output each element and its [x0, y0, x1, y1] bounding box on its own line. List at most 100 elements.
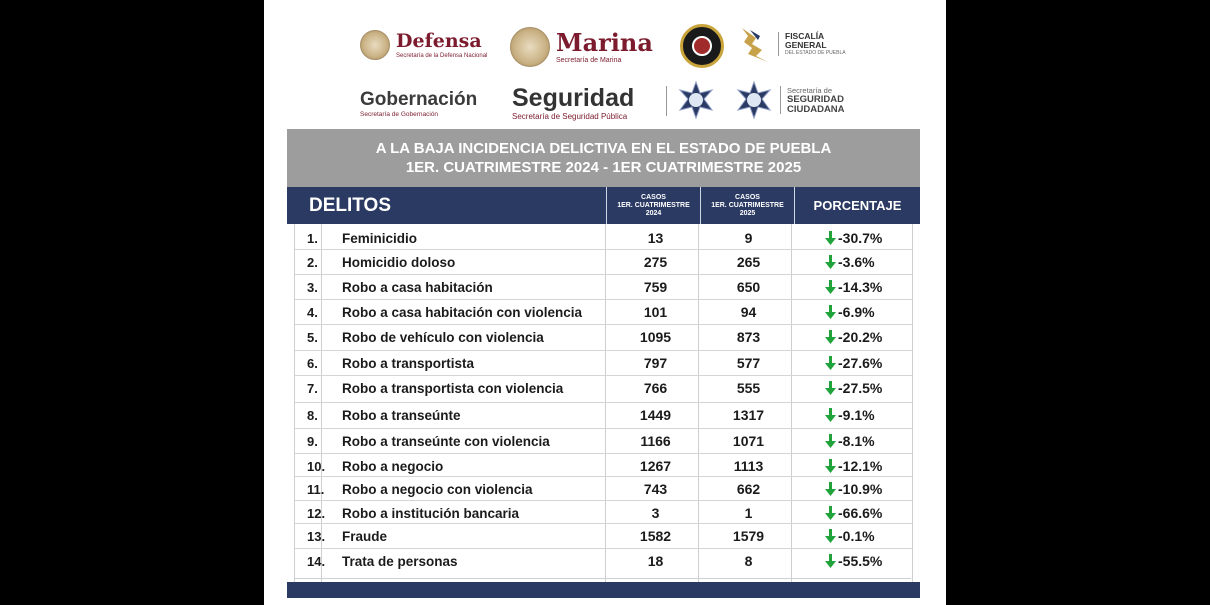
row-cases-2025: 555: [736, 380, 761, 396]
row-percentage-value: -3.6%: [838, 254, 875, 270]
row-delito: Homicidio doloso: [342, 254, 456, 270]
row-cases-2024: 1449: [639, 407, 672, 423]
row-percentage-value: -27.6%: [838, 355, 883, 371]
row-delito: Robo a transportista: [342, 355, 475, 371]
row-cases-2025: 9: [744, 230, 753, 246]
row-percentage: -9.1%: [795, 407, 912, 423]
table-row: 14. Trata de personas 18 8 -55.5%: [295, 549, 912, 573]
row-cases-2024: 1166: [640, 433, 671, 449]
row-number: 6.: [307, 355, 318, 371]
row-cases-2024: 3: [651, 505, 660, 521]
down-arrow-icon: [825, 231, 836, 245]
row-divider: [295, 249, 912, 250]
row-number: 13.: [307, 528, 326, 544]
row-delito: Trata de personas: [342, 553, 458, 569]
row-percentage: -66.6%: [795, 505, 912, 521]
row-number: 7.: [307, 380, 318, 396]
row-cases-2025: 8: [744, 553, 753, 569]
table-row: 2. Homicidio doloso 275 265 -3.6%: [295, 250, 912, 274]
header-2024: CASOS 1ER. CUATRIMESTRE 2024: [606, 187, 700, 224]
fiscalia-line3: DEL ESTADO DE PUEBLA: [785, 49, 846, 56]
table-row: 4. Robo a casa habitación con violencia 10…: [295, 300, 912, 324]
row-percentage: -0.1%: [795, 528, 912, 544]
row-cases-2024: 797: [643, 355, 668, 371]
row-delito: Robo a casa habitación: [342, 279, 493, 295]
round-emblem-icon: [680, 24, 724, 68]
table-row: 5. Robo de vehículo con violencia 1095 873 -…: [295, 325, 912, 349]
row-percentage-value: -55.5%: [838, 553, 883, 569]
row-cases-2024: 743: [643, 481, 668, 497]
row-percentage-value: -0.1%: [838, 528, 875, 544]
row-cases-2025: 1579: [732, 528, 765, 544]
police-star-icon: [736, 80, 772, 120]
row-number: 11.: [307, 481, 325, 497]
ssc-line1: Secretaría de: [787, 86, 833, 95]
row-number: 9.: [307, 433, 318, 449]
row-delito: Robo a casa habitación con violencia: [342, 304, 583, 320]
row-percentage: -10.9%: [795, 481, 912, 497]
row-cases-2024: 101: [643, 304, 668, 320]
row-cases-2024: 1267: [639, 458, 672, 474]
down-arrow-icon: [825, 356, 836, 370]
row-cases-2025: 1071: [732, 433, 765, 449]
logo-divider: [666, 86, 667, 116]
table-row: 6. Robo a transportista 797 577 -27.6%: [295, 351, 912, 375]
row-percentage: -30.7%: [795, 230, 912, 246]
down-arrow-icon: [825, 330, 836, 344]
down-arrow-icon: [825, 280, 836, 294]
row-delito: Feminicidio: [342, 230, 418, 246]
row-cases-2025: 1: [744, 505, 753, 521]
table-row: 9. Robo a transeúnte con violencia 1166 107…: [295, 429, 912, 453]
row-percentage-value: -66.6%: [838, 505, 883, 521]
table-row: 12. Robo a institución bancaria 3 1 -66.6%: [295, 501, 912, 525]
row-percentage-value: -14.3%: [838, 279, 883, 295]
row-number: 1.: [307, 230, 318, 246]
down-arrow-icon: [825, 408, 836, 422]
row-cases-2024: 1095: [639, 329, 672, 345]
row-number: 14.: [307, 553, 326, 569]
row-divider: [295, 548, 912, 549]
row-percentage-value: -30.7%: [838, 230, 883, 246]
row-cases-2024: 766: [643, 380, 668, 396]
row-delito: Robo a transeúnte: [342, 407, 461, 423]
row-number: 12.: [307, 505, 326, 521]
row-delito: Robo a institución bancaria: [342, 505, 520, 521]
row-percentage: -14.3%: [795, 279, 912, 295]
header-2025: CASOS 1ER. CUATRIMESTRE 2025: [700, 187, 794, 224]
gobernacion-name: Gobernación: [360, 89, 478, 110]
row-cases-2025: 265: [736, 254, 761, 270]
row-divider: [295, 453, 912, 454]
marina-logo: Marina Secretaría de Marina: [510, 27, 653, 67]
row-number: 2.: [307, 254, 318, 270]
down-arrow-icon: [825, 434, 836, 448]
header-2025-line2: 1ER. CUATRIMESTRE: [711, 201, 784, 209]
fiscalia-line1: FISCALÍA: [785, 31, 825, 42]
down-arrow-icon: [825, 255, 836, 269]
feather-emblem-icon: [742, 28, 768, 62]
header-delitos: DELITOS: [309, 194, 391, 216]
row-cases-2025: 94: [740, 304, 757, 320]
down-arrow-icon: [825, 482, 836, 496]
row-number: 5.: [307, 329, 318, 345]
table-row: 8. Robo a transeúnte 1449 1317 -9.1%: [295, 403, 912, 427]
seguridad-name: Seguridad: [512, 84, 635, 112]
row-percentage-value: -12.1%: [838, 458, 883, 474]
guardia-badge-logo: [680, 24, 724, 68]
row-percentage: -8.1%: [795, 433, 912, 449]
row-percentage: -27.5%: [795, 380, 912, 396]
row-cases-2025: 1113: [733, 458, 764, 474]
header-2024-line3: 2024: [645, 209, 662, 217]
down-arrow-icon: [825, 554, 836, 568]
table-bottom-rule: [294, 578, 911, 579]
row-percentage: -3.6%: [795, 254, 912, 270]
row-percentage-value: -6.9%: [838, 304, 875, 320]
row-cases-2025: 1317: [732, 407, 765, 423]
title-line-2: 1ER. CUATRIMESTRE 2024 - 1ER CUATRIMESTR…: [405, 159, 802, 176]
table-row: 1. Feminicidio 13 9 -30.7%: [295, 226, 912, 250]
header-2025-line1: CASOS: [735, 193, 760, 201]
row-number: 10.: [307, 458, 326, 474]
page-title: A LA BAJA INCIDENCIA DELICTIVA EN EL EST…: [287, 129, 920, 187]
ssc-line2: SEGURIDAD: [787, 94, 845, 105]
defensa-logo: Defensa Secretaría de la Defensa Naciona…: [360, 30, 487, 60]
gobernacion-logo: Gobernación Secretaría de Gobernación: [360, 90, 477, 118]
